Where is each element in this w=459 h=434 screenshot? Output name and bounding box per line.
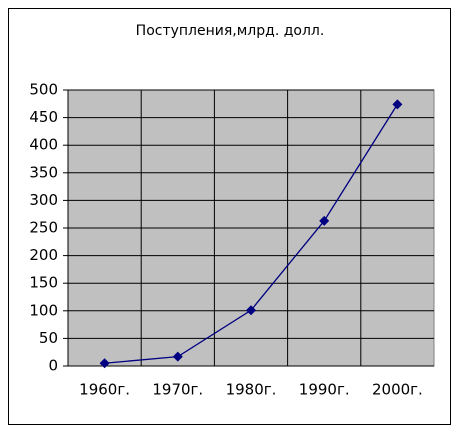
x-tick-label: 1960г. [79,381,130,399]
y-tick-label: 250 [29,219,58,237]
chart-title: Поступления,млрд. долл. [136,23,325,39]
y-tick-label: 200 [29,246,58,264]
y-tick-label: 400 [29,136,58,154]
y-tick-label: 0 [48,357,58,375]
x-tick-label: 1980г. [226,381,277,399]
y-tick-label: 450 [29,108,58,126]
x-tick-label: 1970г. [152,381,203,399]
y-tick-label: 300 [29,191,58,209]
data-point [392,99,403,110]
y-tick-label: 100 [29,301,58,319]
data-point [246,305,256,316]
data-point [99,358,110,369]
data-point [172,351,183,362]
data-point [319,215,330,226]
y-tick-label: 50 [39,329,58,347]
y-tick-label: 150 [29,274,58,292]
y-tick-label: 500 [29,81,58,99]
x-tick-label: 2000г. [372,381,423,399]
x-tick-label: 1990г. [299,381,350,399]
y-tick-label: 350 [29,163,58,181]
